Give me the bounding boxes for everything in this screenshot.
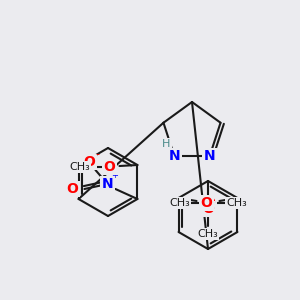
Text: O: O — [203, 196, 215, 210]
Text: O: O — [201, 196, 212, 210]
Text: O: O — [202, 202, 214, 216]
Text: O: O — [83, 155, 95, 169]
Text: O: O — [67, 182, 78, 196]
Text: N: N — [102, 177, 113, 191]
Text: CH₃: CH₃ — [226, 198, 247, 208]
Text: N: N — [169, 149, 180, 163]
Text: CH₃: CH₃ — [169, 198, 190, 208]
Text: O: O — [103, 160, 116, 174]
Text: -: - — [95, 149, 99, 159]
Text: CH₃: CH₃ — [198, 229, 218, 239]
Text: CH₃: CH₃ — [69, 162, 90, 172]
Text: H: H — [162, 139, 171, 149]
Text: +: + — [111, 172, 118, 181]
Text: N: N — [204, 149, 215, 163]
